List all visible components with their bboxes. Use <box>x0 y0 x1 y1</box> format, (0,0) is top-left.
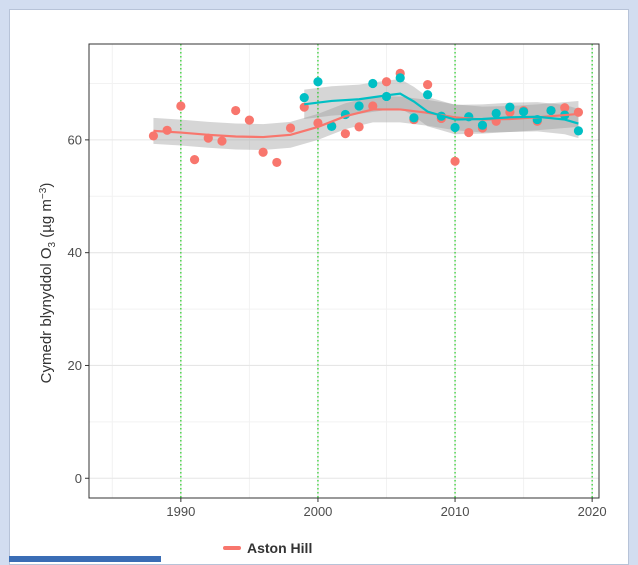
x-tick-label: 2010 <box>441 504 470 519</box>
axes: 1990 2000 2010 2020 0 20 40 60 <box>68 43 607 519</box>
data-point-series-0 <box>560 103 570 113</box>
data-point-series-1 <box>477 120 488 130</box>
data-point-series-0 <box>231 105 241 116</box>
data-point-series-1 <box>423 90 433 100</box>
data-point-series-1 <box>368 78 378 89</box>
data-point-series-0 <box>189 155 200 165</box>
grid-layer <box>89 44 599 498</box>
data-point-series-1 <box>409 113 419 123</box>
legend-key-aston-hill <box>223 546 241 550</box>
data-point-series-0 <box>272 157 282 168</box>
data-point-series-1 <box>395 73 405 83</box>
confidence-band-1 <box>304 78 579 139</box>
y-tick-label: 20 <box>68 358 82 373</box>
y-tick-label: 0 <box>75 471 82 486</box>
data-point-series-0 <box>423 80 433 90</box>
data-point-series-0 <box>217 136 227 146</box>
data-point-series-0 <box>258 147 268 157</box>
x-tick-label: 2020 <box>578 504 607 519</box>
data-point-series-0 <box>573 107 584 117</box>
smooth-line-series-0 <box>153 108 579 139</box>
x-tick-label: 2000 <box>303 504 332 519</box>
data-point-series-0 <box>381 77 392 87</box>
data-point-series-1 <box>546 105 556 116</box>
data-point-series-0 <box>464 127 474 138</box>
blue-tab-strip <box>9 556 161 562</box>
legend-label-aston-hill: Aston Hill <box>247 540 312 556</box>
data-point-series-1 <box>354 101 364 111</box>
y-tick-label: 40 <box>68 245 82 260</box>
smooth-lines <box>153 92 579 139</box>
data-point-series-0 <box>148 131 159 141</box>
data-point-series-0 <box>340 129 350 139</box>
data-point-series-0 <box>176 101 186 111</box>
data-point-series-0 <box>244 115 255 125</box>
data-point-series-0 <box>354 122 364 132</box>
data-point-series-1 <box>313 77 323 87</box>
data-point-series-1 <box>505 102 515 112</box>
data-point-series-0 <box>162 125 172 135</box>
y-tick-label: 60 <box>68 132 82 147</box>
data-points <box>148 68 584 168</box>
legend: Aston Hill <box>223 540 312 556</box>
data-point-series-1 <box>299 92 309 103</box>
data-point-series-1 <box>491 108 501 118</box>
data-point-series-1 <box>450 122 460 133</box>
data-point-series-1 <box>573 126 584 136</box>
smooth-line-series-1 <box>304 92 579 125</box>
data-point-series-0 <box>285 123 296 133</box>
data-point-series-1 <box>327 121 337 131</box>
y-axis-label: Cymedr blynyddol O3 (µg m−3) <box>38 183 58 384</box>
x-tick-label: 1990 <box>166 504 195 519</box>
plot-border <box>88 43 600 499</box>
data-point-series-1 <box>518 107 529 117</box>
data-point-series-0 <box>450 156 460 166</box>
